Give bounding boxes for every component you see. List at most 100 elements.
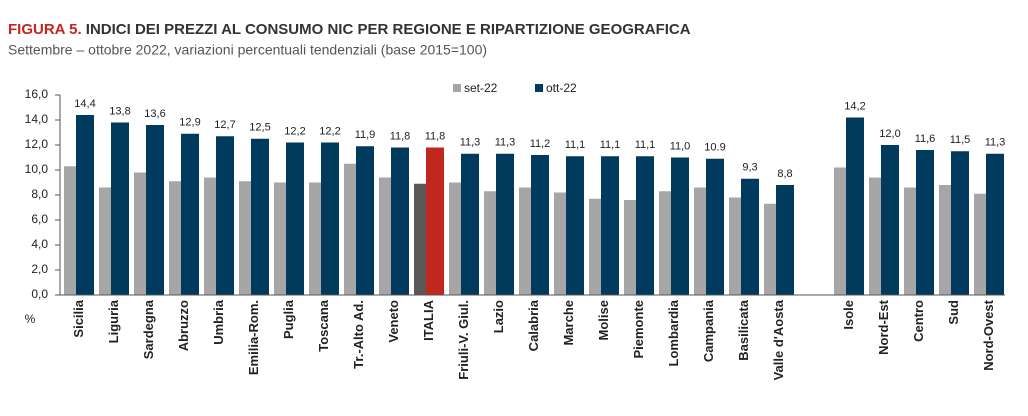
y-tick-label: 2,0 [31, 262, 48, 276]
value-label: 12,7 [214, 119, 235, 131]
legend-label: set-22 [464, 81, 498, 95]
legend-swatch [535, 84, 543, 92]
bar [344, 163, 356, 295]
bar [239, 181, 251, 295]
bar [659, 191, 671, 295]
bar [181, 133, 199, 295]
chart-subtitle: Settembre – ottobre 2022, variazioni per… [8, 42, 487, 58]
bar [356, 146, 374, 295]
bar [706, 158, 724, 295]
bar [519, 187, 531, 295]
bar [484, 191, 496, 295]
bar [951, 151, 969, 295]
bar [846, 117, 864, 295]
x-tick-label: Valle d'Aosta [771, 299, 786, 380]
value-label: 11,8 [390, 130, 411, 142]
bar [589, 198, 601, 295]
y-tick-label: 10,0 [25, 162, 49, 176]
bar [694, 187, 706, 295]
x-tick-label: Liguria [106, 299, 121, 343]
value-label: 12,2 [284, 125, 305, 137]
bar [764, 203, 776, 295]
bar [531, 155, 549, 295]
y-tick-label: 12,0 [25, 137, 49, 151]
bar [881, 145, 899, 295]
x-tick-label: Umbria [211, 299, 226, 345]
value-label: 11,1 [635, 139, 656, 151]
x-tick-label: Isole [841, 300, 856, 330]
value-label: 11,2 [530, 138, 551, 150]
bar [64, 166, 76, 295]
chart-title-group: FIGURA 5. INDICI DEI PREZZI AL CONSUMO N… [8, 21, 691, 38]
legend-label: ott-22 [546, 81, 577, 95]
value-label: 12,2 [319, 125, 340, 137]
value-label: 12,9 [179, 117, 200, 129]
bar [974, 193, 986, 295]
bar [391, 147, 409, 295]
bar [146, 125, 164, 295]
chart-title-prefix: FIGURA 5. [8, 21, 82, 38]
value-label: 14,2 [844, 100, 865, 112]
x-tick-label: Calabria [526, 299, 541, 351]
bar [776, 185, 794, 295]
bar [274, 182, 286, 295]
x-tick-label: Toscana [316, 299, 331, 352]
x-tick-label: Molise [596, 300, 611, 340]
bar [566, 156, 584, 295]
bar [379, 177, 391, 295]
chart-title: INDICI DEI PREZZI AL CONSUMO NIC PER REG… [86, 21, 691, 38]
bar [601, 156, 619, 295]
bar [321, 142, 339, 295]
bar [134, 172, 146, 295]
x-tick-label: Campania [701, 299, 716, 362]
bar [426, 147, 444, 295]
x-tick-label: Abruzzo [176, 300, 191, 351]
bar [496, 153, 514, 295]
bar [461, 153, 479, 295]
value-label: 13,6 [144, 108, 165, 120]
value-label: 14,4 [74, 98, 95, 110]
value-label: 11,1 [600, 139, 621, 151]
y-tick-label: 14,0 [25, 112, 49, 126]
y-tick-label: 4,0 [31, 237, 48, 251]
x-tick-label: Emilia-Rom. [246, 300, 261, 375]
bar [169, 181, 181, 295]
bar [636, 156, 654, 295]
x-tick-label: Sardegna [141, 299, 156, 359]
x-tick-label: Friuli-V. Giul. [456, 300, 471, 380]
y-tick-label: 16,0 [25, 87, 49, 101]
value-label: 12,5 [249, 122, 270, 134]
value-label: 11,3 [460, 137, 481, 149]
x-tick-label: Sicilia [71, 299, 86, 337]
value-label: 11,3 [985, 137, 1006, 149]
y-tick-label: 6,0 [31, 212, 48, 226]
value-label: 12,0 [879, 128, 900, 140]
x-tick-label: ITALIA [421, 299, 436, 341]
value-label: 11,0 [670, 140, 691, 152]
bar [904, 187, 916, 295]
value-label: 8,8 [777, 168, 792, 180]
value-label: 11,5 [950, 134, 971, 146]
x-tick-label: Centro [911, 300, 926, 342]
bar [869, 177, 881, 295]
bar [729, 197, 741, 295]
bar [76, 115, 94, 295]
bar [204, 177, 216, 295]
x-tick-label: Marche [561, 300, 576, 346]
x-tick-label: Basilicata [736, 299, 751, 360]
value-label: 11,9 [355, 129, 376, 141]
bar [939, 185, 951, 295]
x-tick-label: Tr.-Alto Ad. [351, 300, 366, 369]
bar [916, 150, 934, 295]
x-tick-label: Sud [946, 300, 961, 325]
value-label: 11,3 [495, 137, 516, 149]
bar [986, 153, 1004, 295]
bar [99, 187, 111, 295]
x-tick-label: Piemonte [631, 300, 646, 359]
value-label: 13,8 [109, 105, 130, 117]
bar [414, 183, 426, 295]
x-tick-label: Veneto [386, 300, 401, 343]
y-tick-label: 0,0 [31, 287, 48, 301]
bar [624, 200, 636, 295]
